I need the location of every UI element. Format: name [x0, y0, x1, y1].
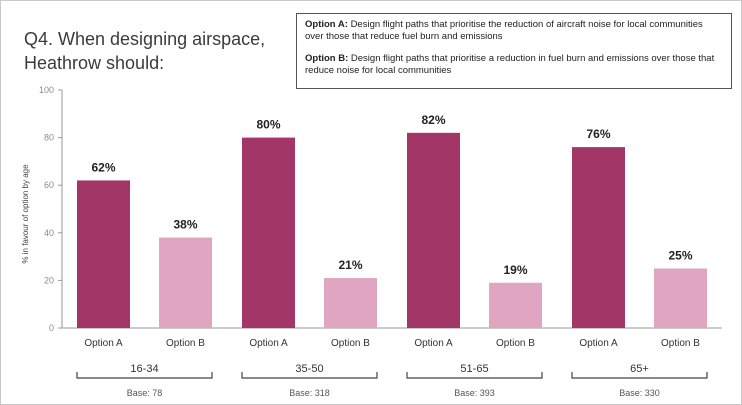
bar-value-label: 19% — [503, 263, 527, 277]
options-legend-box: Option A: Design flight paths that prior… — [296, 13, 732, 89]
age-group-label: 16-34 — [130, 363, 158, 375]
y-tick-label: 20 — [44, 275, 54, 285]
bar-category-label: Option B — [496, 338, 535, 349]
y-tick-label: 0 — [49, 323, 54, 333]
option-b-description: Option B: Design flight paths that prior… — [305, 53, 723, 77]
bar-option-b — [489, 282, 542, 328]
group-bracket — [76, 372, 213, 379]
bar-option-a — [242, 137, 295, 328]
bar-category-label: Option B — [166, 338, 205, 349]
y-tick-label: 80 — [44, 133, 54, 143]
option-b-label: Option B: — [305, 53, 349, 64]
group-bracket — [571, 372, 708, 379]
y-tick-label: 100 — [39, 85, 54, 95]
question-line-1: Q4. When designing airspace, — [24, 29, 266, 49]
bar-category-label: Option A — [414, 338, 453, 349]
age-group-label: 35-50 — [295, 363, 323, 375]
y-tick-label: 40 — [44, 228, 54, 238]
bar-option-b — [159, 237, 212, 328]
base-size-label: Base: 330 — [619, 388, 660, 398]
bar-option-b — [654, 268, 707, 328]
base-size-label: Base: 318 — [289, 388, 330, 398]
bar-value-label: 38% — [173, 218, 197, 232]
age-group-label: 65+ — [630, 363, 649, 375]
bar-option-a — [77, 180, 130, 328]
y-tick-label: 60 — [44, 180, 54, 190]
bar-category-label: Option A — [84, 338, 123, 349]
group-bracket — [241, 372, 378, 379]
group-bracket — [406, 372, 543, 379]
bar-value-label: 76% — [586, 127, 610, 141]
bar-option-a — [407, 132, 460, 328]
y-axis-title: % in favour of option by age — [21, 164, 30, 264]
option-a-label: Option A: — [305, 19, 348, 30]
bar-option-b — [324, 278, 377, 328]
base-size-label: Base: 393 — [454, 388, 495, 398]
bar-value-label: 82% — [421, 113, 445, 127]
age-group-label: 51-65 — [460, 363, 488, 375]
bar-value-label: 21% — [338, 258, 362, 272]
option-b-text: Design flight paths that prioritise a re… — [305, 53, 715, 76]
bar-category-label: Option B — [661, 338, 700, 349]
question-title: Q4. When designing airspace, Heathrow sh… — [24, 27, 294, 75]
option-a-description: Option A: Design flight paths that prior… — [305, 19, 723, 43]
bar-category-label: Option A — [249, 338, 288, 349]
bar-category-label: Option B — [331, 338, 370, 349]
bar-category-label: Option A — [579, 338, 618, 349]
bar-option-a — [572, 147, 625, 328]
base-size-label: Base: 78 — [127, 388, 163, 398]
bar-value-label: 62% — [91, 160, 115, 174]
bar-value-label: 25% — [668, 249, 692, 263]
bar-value-label: 80% — [256, 118, 280, 132]
question-line-2: Heathrow should: — [24, 53, 165, 73]
option-a-text: Design flight paths that prioritise the … — [305, 19, 703, 42]
